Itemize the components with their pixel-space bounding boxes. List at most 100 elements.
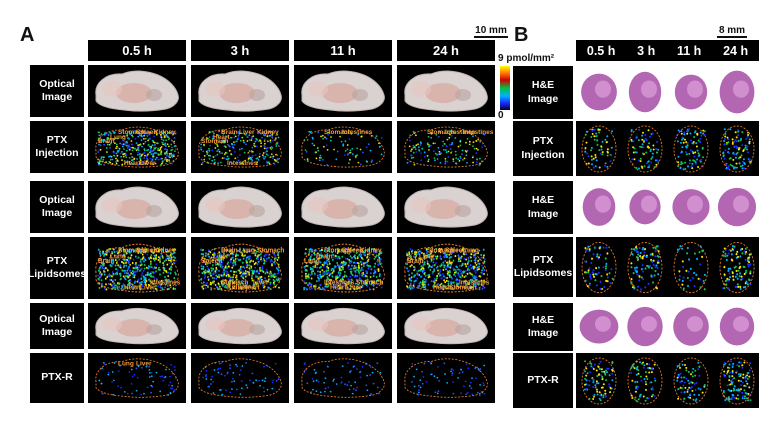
colorbar-max-label: 9 pmol/mm² xyxy=(498,53,555,64)
panel-b-row-ptx-r xyxy=(576,353,759,408)
panel-a-scale-line xyxy=(474,36,508,38)
panel-a-cell-ptx-injection-0_5h: Stomach Spleen Kidney Lung Brain Heart Liver xyxy=(88,121,186,173)
panel-b-header-24h: 24 h xyxy=(723,43,749,58)
panel-a-cell-ptx-lipidsomes-0_5h: Stomach Spleen Kidney Lung Brain Heart Liver In… xyxy=(88,237,186,299)
panel-a-row-label-ptx-r: PTX-R xyxy=(30,353,84,403)
panel-a-cell-optical-2-11h xyxy=(294,181,392,233)
panel-b-row-ptx-lipidsomes xyxy=(576,237,759,297)
svg-text:Heart: Heart xyxy=(124,283,141,292)
svg-text:Lung: Lung xyxy=(463,246,479,255)
svg-text:Liver: Liver xyxy=(346,283,362,292)
svg-text:Stomach: Stomach xyxy=(221,278,248,287)
panel-a-image-optical-3-11h xyxy=(301,307,385,345)
svg-text:Heart: Heart xyxy=(330,283,347,292)
panel-a-cell-optical-3-3h xyxy=(191,303,289,349)
panel-a-image-optical-3-3h xyxy=(198,307,282,345)
panel-b-row-he-3 xyxy=(576,303,759,351)
panel-a-cell-ptx-r-24h xyxy=(397,353,495,403)
panel-a-cell-optical-2-24h xyxy=(397,181,495,233)
svg-text:Lung: Lung xyxy=(110,134,126,141)
svg-text:Stomach: Stomach xyxy=(201,138,228,145)
panel-b-scale-line xyxy=(717,36,747,38)
panel-a-row-label-ptx-injection: PTX Injection xyxy=(30,121,84,173)
panel-a-image-optical-2-0_5h xyxy=(95,186,179,228)
panel-a-cell-optical-3-0_5h xyxy=(88,303,186,349)
panel-b-row-label-he-3: H&E Image xyxy=(513,303,573,351)
panel-b-image-he-2 xyxy=(582,187,757,227)
svg-text:Kidney: Kidney xyxy=(154,246,176,255)
panel-b-header-11h: 11 h xyxy=(676,43,702,58)
panel-a-image-optical-3-0_5h xyxy=(95,307,179,345)
panel-b-scale-bar: 8 mm xyxy=(717,25,747,38)
panel-b-row-label-ptx-injection: PTX Injection xyxy=(513,121,573,176)
panel-b-image-ptx-injection xyxy=(581,125,755,173)
svg-text:Kidney: Kidney xyxy=(154,129,176,136)
panel-a-cell-ptx-lipidsomes-24h: Stomach Spleen Lung Liver Brain Heart Stomach I… xyxy=(397,237,495,299)
panel-a-image-ptx-r-3h xyxy=(198,358,282,398)
svg-text:Lung: Lung xyxy=(239,246,255,255)
svg-text:Brain: Brain xyxy=(221,246,238,255)
panel-a-header-11h: 11 h xyxy=(294,40,392,61)
svg-text:Heart: Heart xyxy=(243,283,260,292)
panel-a-cell-ptx-lipidsomes-11h: Stomach Spleen Kidney Brain Lung Heart Liver St… xyxy=(294,237,392,299)
svg-text:Intestines: Intestines xyxy=(459,278,489,287)
panel-b-scale-label: 8 mm xyxy=(718,25,746,36)
svg-text:Brain: Brain xyxy=(407,257,424,266)
panel-a-image-optical-1-3h xyxy=(198,70,282,112)
panel-b-image-ptx-r xyxy=(581,357,755,405)
svg-text:Brain: Brain xyxy=(98,257,115,266)
panel-a-row-label-optical-3: Optical Image xyxy=(30,303,84,349)
panel-b-header-bar: 0.5 h 3 h 11 h 24 h xyxy=(576,40,759,61)
svg-text:Stomach: Stomach xyxy=(118,129,145,136)
svg-text:Stomach: Stomach xyxy=(118,246,145,255)
svg-text:Intestines: Intestines xyxy=(445,129,476,136)
panel-b-row-he-1 xyxy=(576,66,759,119)
panel-a-cell-optical-1-0_5h xyxy=(88,65,186,117)
svg-text:Intestines: Intestines xyxy=(227,160,258,167)
svg-text:Brain: Brain xyxy=(98,138,115,145)
panel-a-cell-optical-1-3h xyxy=(191,65,289,117)
svg-text:Intestines: Intestines xyxy=(463,129,494,136)
panel-a-cell-ptx-injection-24h: Stomach Intestines Intestines xyxy=(397,121,495,173)
svg-text:Brain: Brain xyxy=(316,252,333,261)
svg-text:Liver: Liver xyxy=(140,160,156,167)
panel-a-cell-optical-3-11h xyxy=(294,303,392,349)
panel-a-cell-ptx-r-0_5h: Lung Liver xyxy=(88,353,186,403)
svg-text:Stomach: Stomach xyxy=(449,283,476,292)
svg-text:Heart: Heart xyxy=(213,134,230,141)
svg-text:Kidney: Kidney xyxy=(257,129,279,136)
panel-a-row-label-optical-2: Optical Image xyxy=(30,181,84,233)
panel-a-image-ptx-lipidsomes-3h: Brain Lung StomachLiverSpleenKidneyHeartLi… xyxy=(198,243,284,293)
panel-a-cell-optical-1-24h xyxy=(397,65,495,117)
svg-text:Liver: Liver xyxy=(419,252,435,261)
panel-a-cell-optical-1-11h xyxy=(294,65,392,117)
svg-text:Brain: Brain xyxy=(221,129,238,136)
panel-a-cell-ptx-lipidsomes-3h: Brain Lung Stomach Liver Spleen Kidney Heart Li… xyxy=(191,237,289,299)
svg-text:Liver: Liver xyxy=(140,283,156,292)
panel-a-image-ptx-r-11h xyxy=(301,358,385,398)
panel-a-cell-ptx-injection-3h: Brain Liver Kidney Heart Stomach Intestines xyxy=(191,121,289,173)
svg-text:Spleen: Spleen xyxy=(136,246,157,255)
panel-a-image-optical-1-11h xyxy=(301,70,385,112)
svg-text:Spleen: Spleen xyxy=(342,246,363,255)
svg-text:Stomach: Stomach xyxy=(356,278,383,287)
panel-a-row-label-ptx-lipidsomes: PTX Lipidsomes xyxy=(28,237,86,299)
panel-b-image-he-1 xyxy=(581,70,755,114)
panel-b-image-ptx-lipidsomes xyxy=(581,241,755,294)
panel-a-image-ptx-r-24h xyxy=(404,358,488,398)
panel-b-row-label-ptx-lipidsomes: PTX Lipidsomes xyxy=(513,237,573,297)
svg-text:Liver: Liver xyxy=(253,278,269,287)
panel-a-cell-optical-3-24h xyxy=(397,303,495,349)
panel-a-image-optical-2-24h xyxy=(404,186,488,228)
svg-text:Lung: Lung xyxy=(118,361,134,368)
panel-a-letter: A xyxy=(20,24,35,46)
panel-b-row-label-ptx-r: PTX-R xyxy=(513,353,573,408)
panel-a-scale-bar: 10 mm xyxy=(474,25,508,38)
panel-a-cell-optical-2-0_5h xyxy=(88,181,186,233)
